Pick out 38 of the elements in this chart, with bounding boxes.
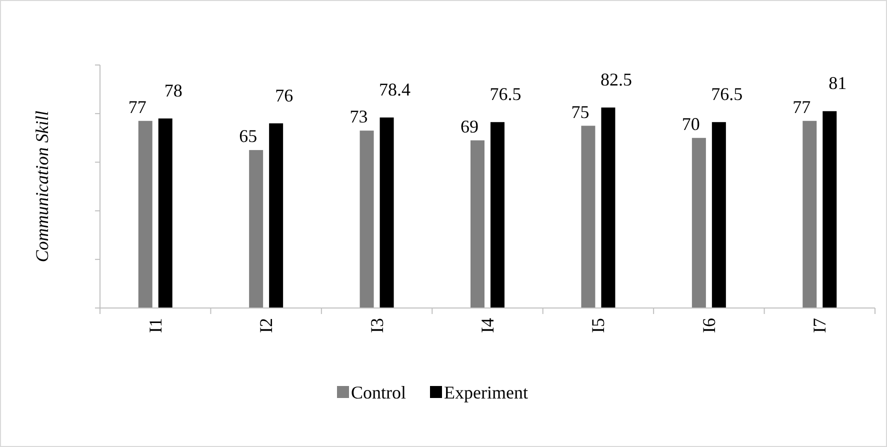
- x-tick-label: I7: [810, 318, 830, 333]
- bar: [802, 120, 817, 308]
- bar: [158, 118, 172, 308]
- data-label: 70: [682, 114, 700, 134]
- data-label: 77: [792, 96, 811, 117]
- data-label: 69: [460, 116, 478, 136]
- bar: [712, 122, 726, 308]
- data-label: 76.5: [711, 84, 743, 104]
- data-label: 78.4: [379, 79, 411, 100]
- x-tick-label: I5: [588, 318, 608, 333]
- bar: [692, 138, 706, 308]
- bar: [360, 130, 374, 308]
- bar: [601, 108, 616, 308]
- x-tick-label: I1: [145, 318, 166, 333]
- x-tick-label: I3: [366, 318, 387, 333]
- data-label: 65: [239, 126, 258, 146]
- y-axis-title: Communication Skill: [32, 110, 52, 262]
- x-tick-label: I2: [256, 318, 276, 333]
- data-label: 76: [275, 85, 294, 106]
- data-label: 73: [350, 106, 368, 127]
- x-tick-label: I4: [478, 318, 498, 333]
- data-label: 78: [164, 80, 182, 100]
- bar: [249, 150, 264, 308]
- bar: [380, 117, 394, 308]
- data-label: 81: [828, 73, 847, 94]
- bar: [138, 120, 152, 308]
- bar: [581, 126, 596, 308]
- legend-label: Control: [351, 382, 406, 402]
- data-label: 76.5: [490, 84, 522, 104]
- bar: [470, 140, 484, 308]
- bar: [490, 122, 504, 308]
- bar: [269, 123, 284, 308]
- legend-label: Experiment: [444, 382, 528, 402]
- x-tick-label: I6: [698, 318, 719, 333]
- data-label: 75: [571, 102, 590, 122]
- bar: [822, 111, 837, 308]
- data-label: 82.5: [600, 70, 632, 90]
- data-label: 77: [128, 96, 146, 117]
